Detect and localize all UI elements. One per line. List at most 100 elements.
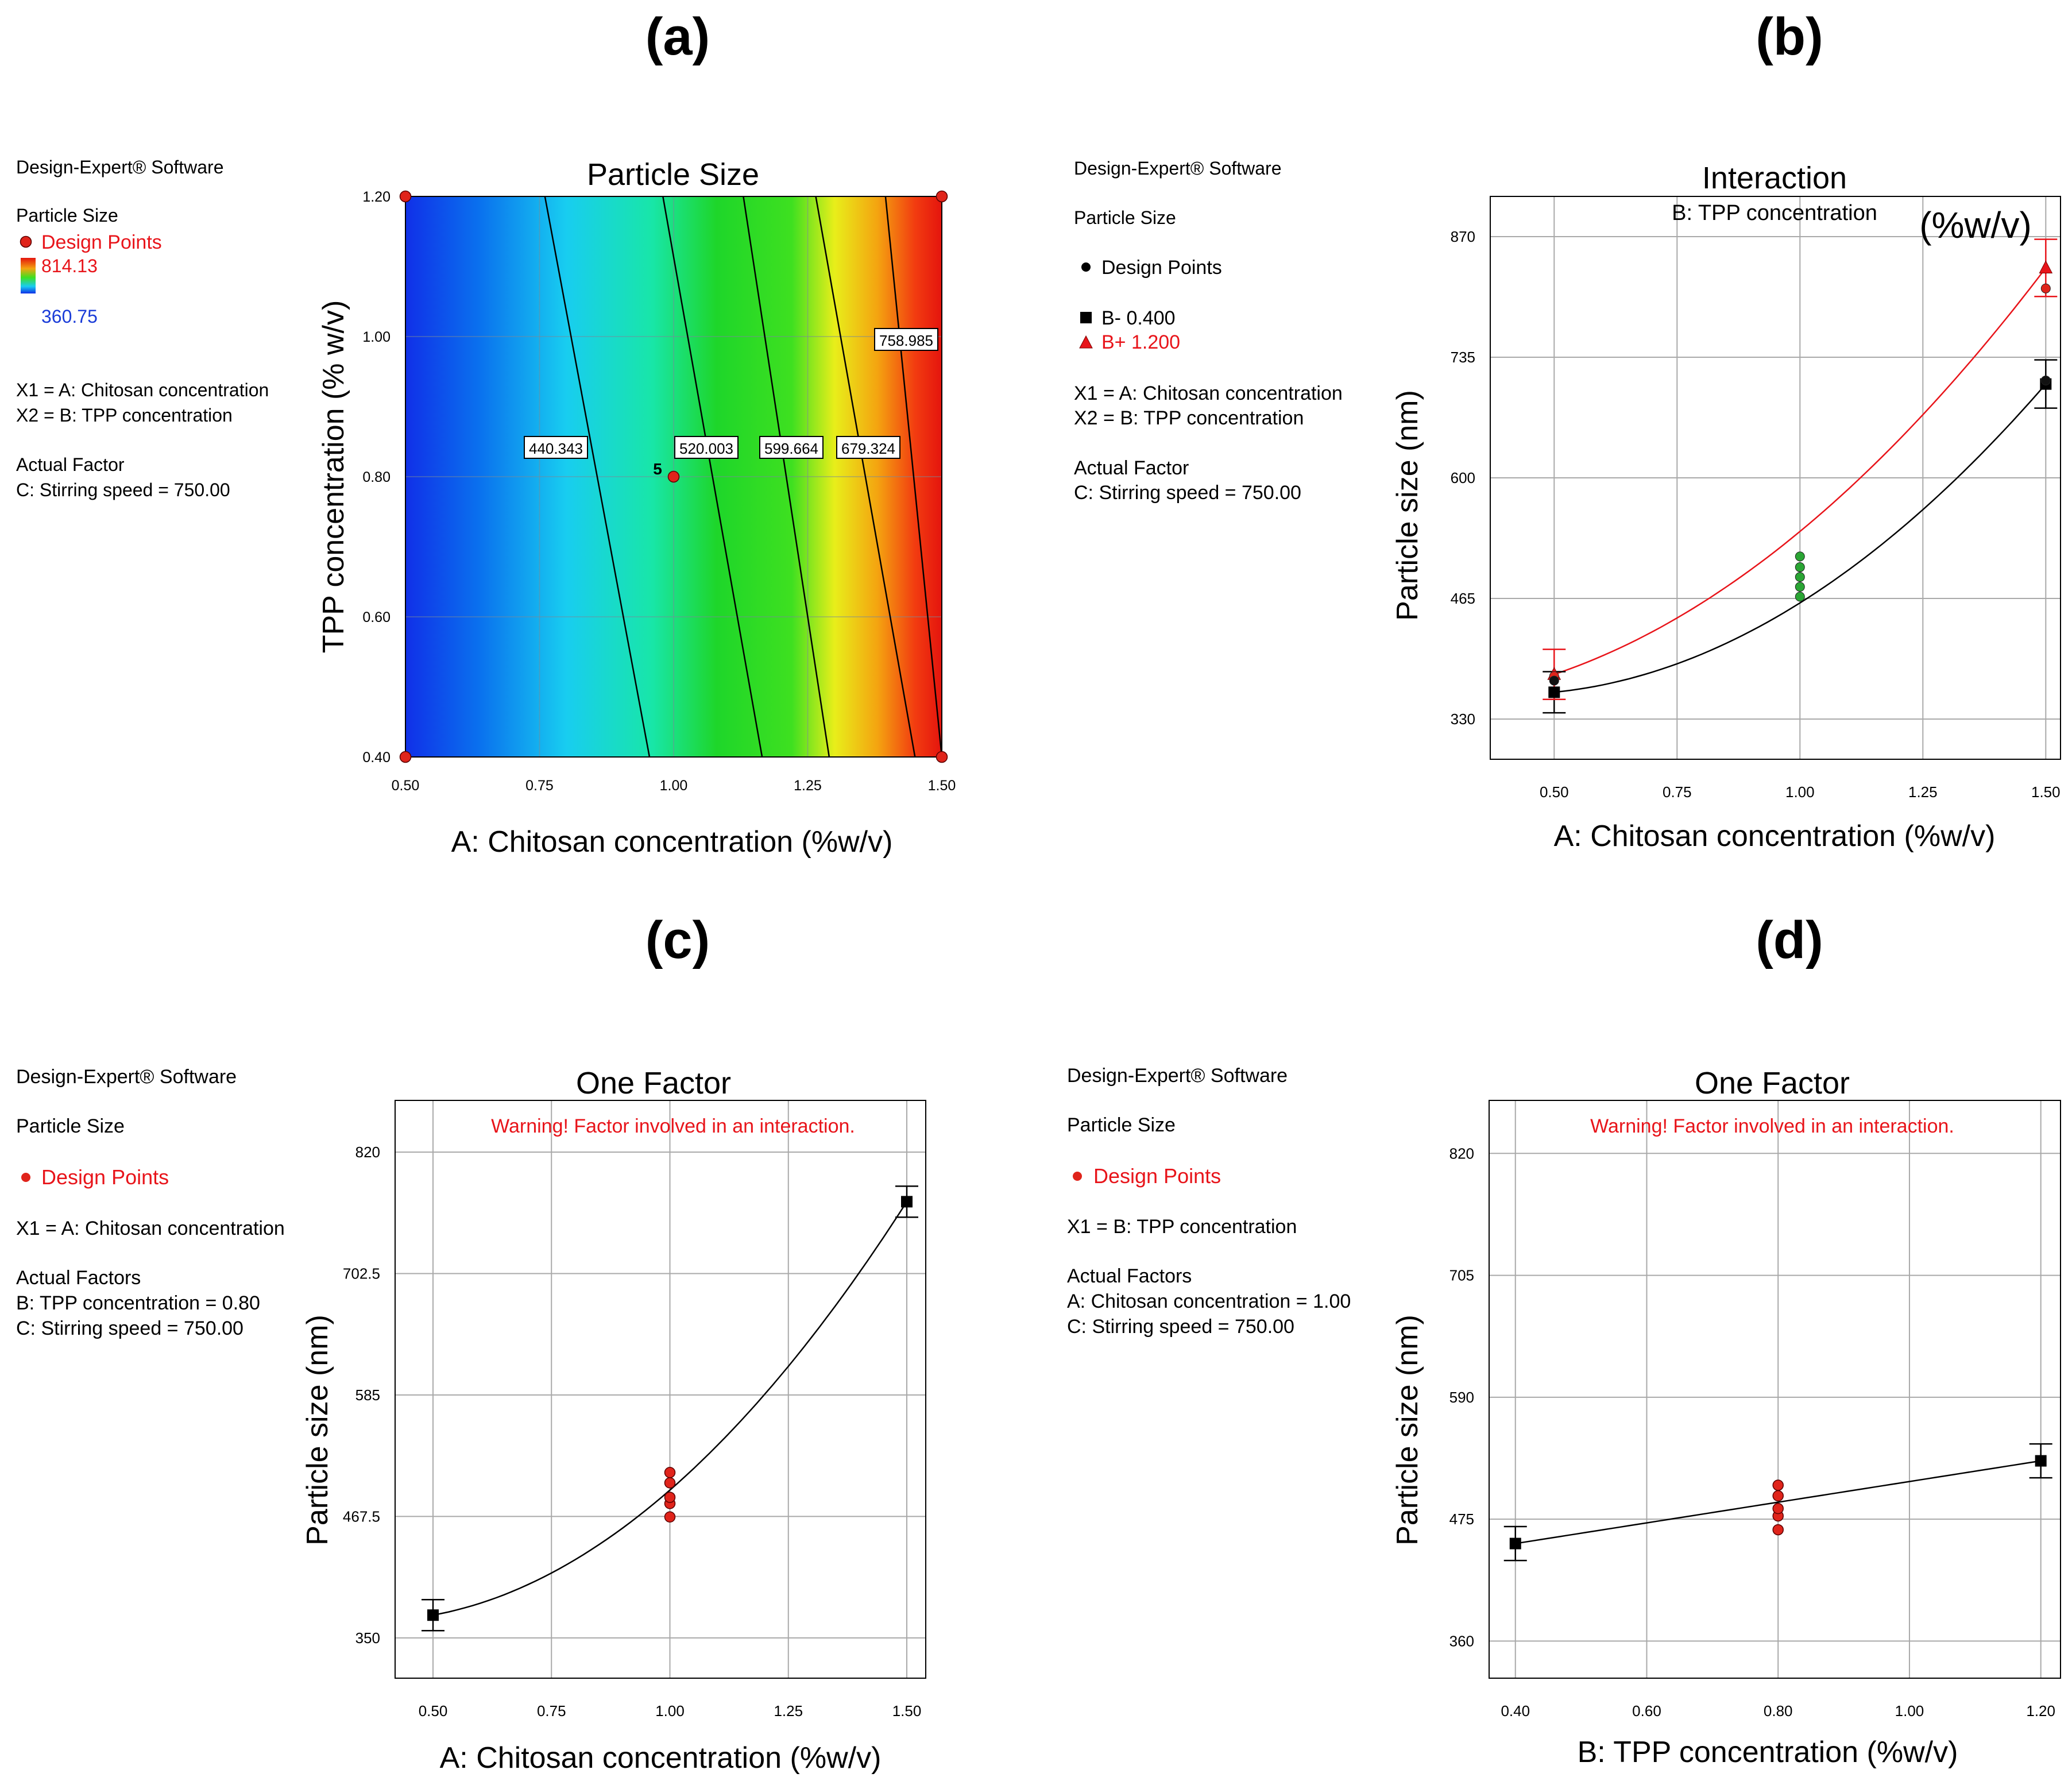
design-point	[936, 751, 948, 763]
x-tick-label: 0.75	[525, 778, 554, 794]
legend-response: Particle Size	[1067, 1114, 1176, 1136]
design-point	[1795, 572, 1805, 582]
plot-frame	[1489, 1100, 2061, 1679]
legend-max-value: 814.13	[41, 256, 98, 276]
chart-title-d: One Factor	[1695, 1066, 1850, 1100]
legend-software: Design-Expert® Software	[1067, 1065, 1288, 1087]
legend-design-points: Design Points	[41, 231, 162, 253]
y-axis-label: Particle size (nm)	[1391, 390, 1424, 621]
design-point	[1772, 1479, 1784, 1491]
design-point	[936, 190, 948, 203]
legend-tpp-value: B: TPP concentration = 0.80	[16, 1292, 260, 1314]
design-point	[399, 751, 412, 763]
series-line	[1553, 267, 2047, 675]
contour-line	[662, 196, 763, 758]
panel-label-b: (b)	[1756, 7, 1823, 66]
legend-actual-factors: Actual Factors	[1067, 1265, 1192, 1287]
x-tick-label: 1.50	[928, 778, 956, 794]
contour-label-box	[874, 328, 938, 351]
y-tick-label: 600	[1451, 469, 1475, 486]
y-tick-label: 1.00	[362, 329, 391, 345]
x-tick-label: 1.50	[892, 1702, 922, 1720]
legend-design-point-marker	[21, 1173, 30, 1182]
y-tick-label: 330	[1451, 710, 1475, 728]
y-tick-label: 870	[1451, 228, 1475, 245]
design-point	[399, 190, 412, 203]
y-tick-label: 360	[1449, 1632, 1474, 1649]
y-tick-label: 1.20	[362, 189, 391, 205]
design-point	[664, 1467, 676, 1478]
contour-label: 440.343	[529, 440, 583, 457]
panel-a: (a) Particle Size 0.50 0.75 1.00 1.25 1.50 0.40…	[16, 7, 956, 859]
design-point	[2040, 375, 2051, 385]
panel-d: (d) One Factor 0.40 0.60 0.80 1.00 1.20 360 475 5…	[1067, 911, 2061, 1769]
x-axis-label: A: Chitosan concentration (%w/v)	[440, 1741, 882, 1775]
legend-software: Design-Expert® Software	[16, 1066, 237, 1088]
x-tick-label: 1.00	[1785, 783, 1815, 801]
legend-x1: X1 = A: Chitosan concentration	[16, 1218, 285, 1239]
x-tick-label: 0.60	[1632, 1702, 1661, 1720]
x-axis-label: A: Chitosan concentration (%w/v)	[1554, 820, 1996, 853]
y-tick-label: 0.40	[362, 749, 391, 766]
warning-text: Warning! Factor involved in an interacti…	[491, 1115, 855, 1137]
series-marker	[427, 1609, 439, 1621]
y-tick-label: 475	[1449, 1510, 1474, 1528]
contour-line	[815, 196, 916, 758]
x-tick-label: 0.75	[1663, 783, 1692, 801]
legend-chitosan-value: A: Chitosan concentration = 1.00	[1067, 1291, 1351, 1312]
design-point	[1549, 675, 1559, 686]
design-point	[664, 1511, 676, 1523]
legend-design-point-marker	[1081, 262, 1091, 272]
legend-design-point-marker	[1073, 1172, 1082, 1181]
x-axis-label: B: TPP concentration (%w/v)	[1578, 1736, 1958, 1769]
series-marker	[2035, 1455, 2047, 1467]
legend-response: Particle Size	[16, 205, 118, 226]
x-tick-label: 1.25	[1908, 783, 1938, 801]
series-marker	[901, 1196, 913, 1208]
legend-stirring-speed: C: Stirring speed = 750.00	[1074, 482, 1301, 504]
x-tick-label: 1.00	[1895, 1702, 1924, 1720]
contour-line	[743, 196, 830, 758]
design-point	[2040, 283, 2051, 293]
y-tick-label: 820	[355, 1143, 380, 1161]
legend-design-point-marker	[20, 235, 32, 248]
color-scale-bar	[21, 258, 36, 293]
y-tick-label: 585	[355, 1386, 380, 1404]
legend-response: Particle Size	[1074, 207, 1176, 228]
panel-label-c: (c)	[645, 911, 710, 969]
chart-title-a: Particle Size	[587, 157, 759, 192]
plot-frame	[395, 1100, 926, 1679]
legend-stirring-speed: C: Stirring speed = 750.00	[16, 480, 230, 500]
y-axis-label: Particle size (nm)	[301, 1315, 334, 1546]
contour-line	[544, 196, 651, 758]
legend-actual-factors: Actual Factors	[16, 1267, 141, 1289]
design-point	[664, 1492, 676, 1503]
contour-label-box	[759, 436, 824, 459]
x-tick-label: 1.20	[2026, 1702, 2055, 1720]
legend-x2: X2 = B: TPP concentration	[1074, 407, 1304, 429]
panel-label-a: (a)	[645, 7, 710, 66]
design-point	[1795, 551, 1805, 562]
x-tick-label: 0.75	[537, 1702, 566, 1720]
legend-software: Design-Expert® Software	[16, 157, 224, 177]
series-line	[1554, 383, 2047, 693]
panel-b: (b) Interaction 0.50 0.75 1.00 1.25 1.50 330 465…	[1074, 7, 2061, 853]
y-tick-label: 705	[1449, 1267, 1474, 1284]
legend-b-plus: B+ 1.200	[1101, 331, 1180, 353]
legend-software: Design-Expert® Software	[1074, 158, 1282, 179]
chart-subtitle-b: B: TPP concentration	[1672, 201, 1877, 225]
panel-c: (c) One Factor 0.50 0.75 1.00 1.25 1.50 350 467.…	[16, 911, 926, 1775]
series-line	[1515, 1460, 2041, 1544]
y-tick-label: 465	[1451, 590, 1475, 607]
plot-frame	[1490, 196, 2061, 760]
legend-x1: X1 = B: TPP concentration	[1067, 1216, 1297, 1238]
x-tick-label: 0.80	[1764, 1702, 1793, 1720]
design-point	[667, 470, 680, 483]
contour-label: 758.985	[879, 332, 933, 349]
design-point	[664, 1477, 676, 1489]
x-tick-label: 1.50	[2031, 783, 2061, 801]
legend-stirring-speed: C: Stirring speed = 750.00	[16, 1318, 243, 1339]
contour-label: 599.664	[764, 440, 818, 457]
contour-label: 520.003	[679, 440, 733, 457]
replicate-count: 5	[653, 460, 662, 478]
